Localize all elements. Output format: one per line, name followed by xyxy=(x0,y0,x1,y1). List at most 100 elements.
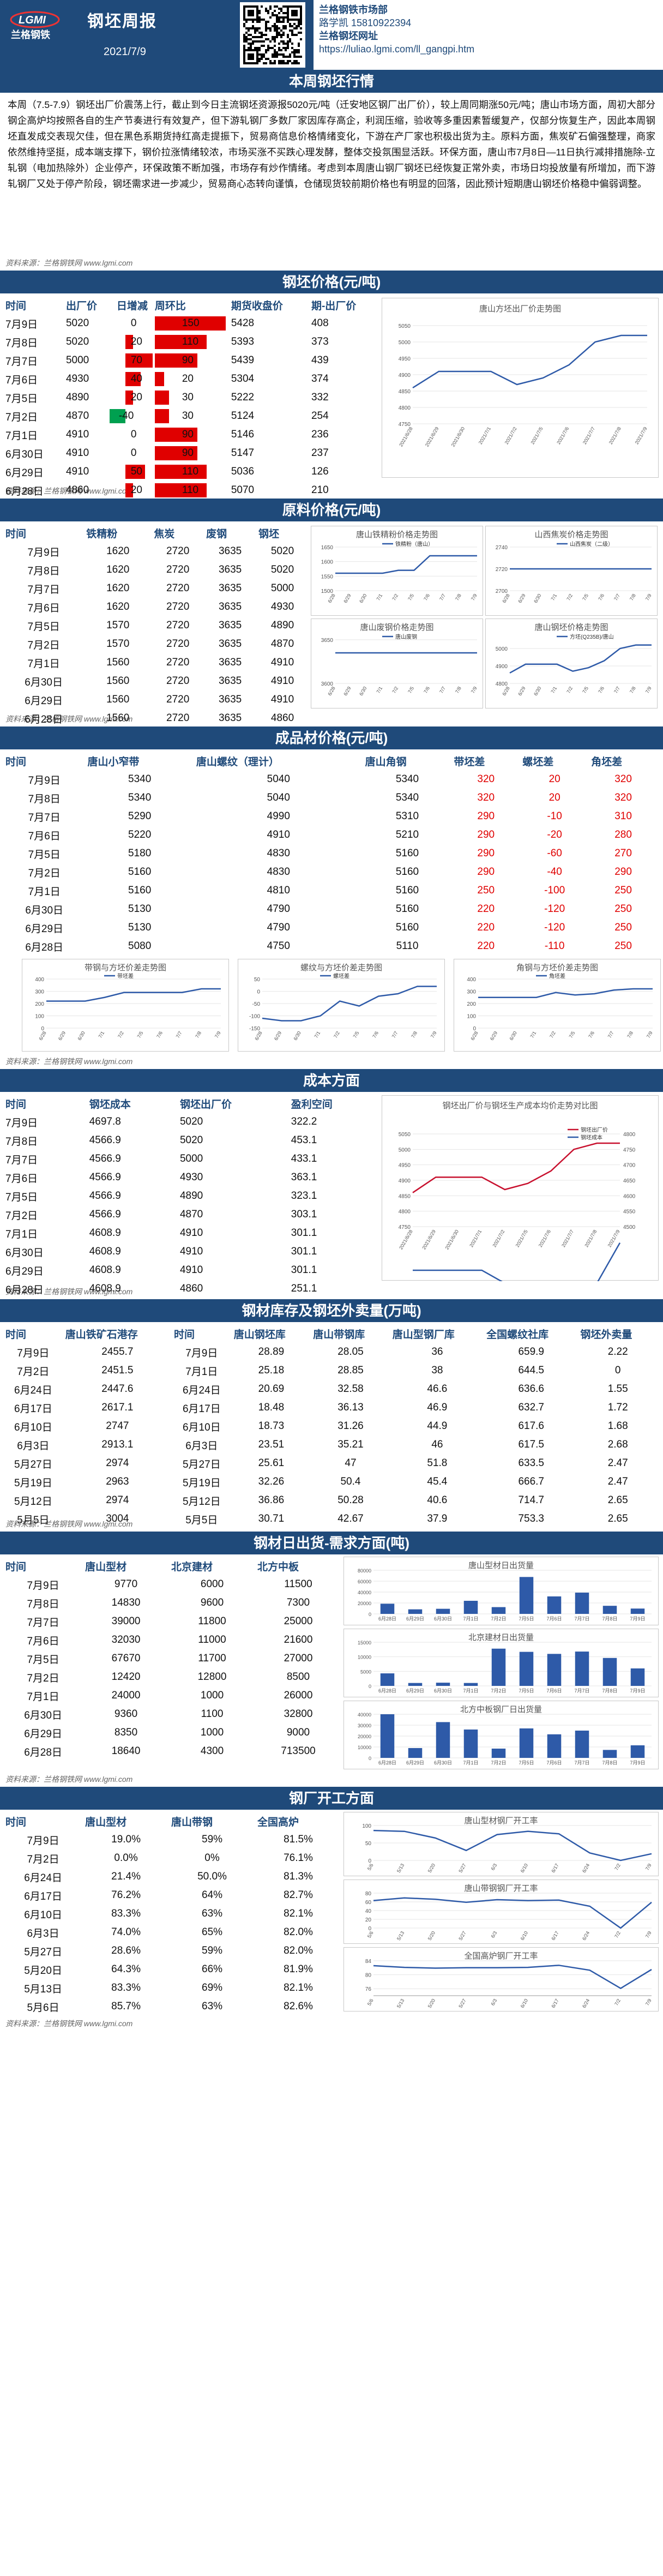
value-cell: 82.1% xyxy=(284,1908,313,1919)
value-cell: 5304 xyxy=(231,373,255,385)
raw-section: 时间 铁精粉 焦炭 废钢 钢坯 7月9日 1620 2720 3635 5020 7月8日 1620… xyxy=(0,521,663,725)
chart-title: 北京建材日出货量 xyxy=(468,1633,534,1642)
legend-label: 带坯差 xyxy=(117,972,134,980)
value-cell: 11700 xyxy=(198,1653,226,1664)
x-tick-label: 7/7 xyxy=(391,1030,399,1039)
value-cell: 1620 xyxy=(106,564,130,575)
value-cell: 301.1 xyxy=(291,1264,317,1276)
value-cell: 4890 xyxy=(65,392,89,403)
date-cell: 5月19日 xyxy=(14,1477,52,1489)
logo-subtext: 兰格钢铁 xyxy=(11,29,50,40)
value-cell: 5340 xyxy=(128,773,152,785)
value-cell: 237 xyxy=(311,447,329,459)
table-row: 7月6日 5220 4910 5210 290 -20 280 xyxy=(3,826,658,844)
date-cell: 7月1日 xyxy=(5,1228,38,1240)
x-tick-label: 6月29日 xyxy=(406,1688,424,1694)
table-row: 7月9日 1620 2720 3635 5020 xyxy=(3,542,309,561)
date-cell: 7月9日 xyxy=(28,774,61,786)
value-cell: 4990 xyxy=(267,810,290,822)
value-cell: 2617.1 xyxy=(101,1402,134,1413)
value-cell: 632.7 xyxy=(518,1402,544,1413)
ship-col-header: 北方中板 xyxy=(257,1561,299,1573)
bar xyxy=(436,1683,450,1686)
source-note: 资料来源：兰格钢铁网 www.lgmi.com xyxy=(5,1057,133,1066)
y-tick-label: -150 xyxy=(249,1026,260,1032)
stock-col-header: 时间 xyxy=(173,1329,195,1341)
value-cell: 4860 xyxy=(65,484,89,496)
date-cell: 7月2日 xyxy=(28,867,61,879)
site-url[interactable]: https://luliao.lgmi.com/ll_gangpi.htm xyxy=(319,44,475,55)
raw-col-header: 时间 xyxy=(5,528,27,540)
x-tick-label: 5/13 xyxy=(396,1863,405,1874)
value-cell: 5222 xyxy=(231,392,255,403)
x-tick-label: 7/1 xyxy=(550,686,558,694)
y-tick-label: 1650 xyxy=(321,545,334,551)
chart-title: 唐山带钢钢厂开工率 xyxy=(464,1884,538,1893)
chart-title: 带钢与方坯价差走势图 xyxy=(84,963,166,972)
value-cell: 2.47 xyxy=(607,1476,628,1487)
value-cell: 32800 xyxy=(284,1708,313,1720)
chart-title: 唐山铁精粉价格走势图 xyxy=(355,530,438,539)
x-tick-label: 5/6 xyxy=(366,1930,375,1939)
kaigong-table: 时间 唐山型材 唐山带钢 全国高炉 7月9日 19.0% 59% 81.5% 7月2日 0.0%… xyxy=(3,1812,341,2016)
y-tick-label: 3650 xyxy=(321,638,334,644)
x-tick-label: 6/10 xyxy=(520,1998,529,2009)
value-cell: 46.6 xyxy=(427,1383,448,1395)
date-cell: 7月6日 xyxy=(27,602,60,614)
value-cell: 3635 xyxy=(218,620,242,631)
value-cell: -120 xyxy=(544,903,565,915)
chart-title: 角钢与方坯价差走势图 xyxy=(516,963,598,972)
operating-rate-chart: 唐山型材钢厂开工率 0 50 100 5/6 5/13 5/20 5/27 6/3 6/10 6/1… xyxy=(343,1812,659,1876)
finished-col-header: 唐山小窄带 xyxy=(87,756,140,768)
value-cell: 2720 xyxy=(166,583,190,594)
x-tick-label: 7/2 xyxy=(333,1030,341,1039)
series-line xyxy=(373,1897,652,1929)
x-tick-label: 6/30 xyxy=(508,1030,517,1041)
y-tick-label: 60 xyxy=(365,1900,372,1906)
value-cell: 713500 xyxy=(281,1745,316,1757)
y2-tick-label: 4500 xyxy=(623,1224,636,1230)
value-cell: 220 xyxy=(477,940,495,952)
billet-section-title: 钢坯价格(元/吨) xyxy=(0,271,663,293)
bar xyxy=(491,1648,506,1686)
value-cell: 320 xyxy=(614,773,632,785)
value-cell: 250 xyxy=(614,922,632,933)
bar xyxy=(408,1683,423,1686)
date-cell: 6月30日 xyxy=(5,1247,44,1259)
value-cell: 280 xyxy=(614,829,632,840)
finished-section: 时间 唐山小窄带 唐山螺纹（理计） 唐山角钢 带坯差 螺坯差 角坯差 7月9日 5340 504… xyxy=(0,749,663,1055)
date-cell: 6月24日 xyxy=(24,1872,62,1884)
value-cell: 1.68 xyxy=(607,1420,628,1432)
x-tick-label: 7/9 xyxy=(644,1863,653,1871)
date-cell: 7月9日 xyxy=(5,319,38,331)
value-cell: 64% xyxy=(202,1889,223,1901)
bar-fill xyxy=(154,335,207,349)
x-tick-label: 6/3 xyxy=(490,1998,498,2007)
value-cell: 5130 xyxy=(128,922,152,933)
value-cell: 5000 xyxy=(179,1153,203,1164)
cost-col-header: 时间 xyxy=(5,1098,27,1110)
bar-fill xyxy=(154,391,169,405)
value-cell: 31.26 xyxy=(337,1420,364,1432)
date-cell: 5月12日 xyxy=(14,1496,52,1508)
value-cell: 714.7 xyxy=(518,1494,544,1506)
contact-title: 兰格钢铁市场部 xyxy=(319,4,388,15)
raw-table: 时间 铁精粉 焦炭 废钢 钢坯 7月9日 1620 2720 3635 5020 7月8日 1620… xyxy=(3,524,309,728)
value-cell: 1.55 xyxy=(607,1383,628,1395)
y-tick-label: 4900 xyxy=(399,1178,411,1184)
value-cell: 46.9 xyxy=(427,1402,448,1413)
date-cell: 7月2日 xyxy=(27,1672,59,1684)
spread-chart: 角钢与方坯价差走势图 0 100 200 300 400 6/28 6/29 6/30 7/1 7/… xyxy=(454,959,661,1052)
date-cell: 7月2日 xyxy=(5,1210,38,1222)
y-tick-label: 10000 xyxy=(358,1745,371,1750)
value-cell: 3635 xyxy=(218,675,242,687)
value-cell: 2747 xyxy=(106,1420,129,1432)
source-note: 资料来源：兰格钢铁网 www.lgmi.com xyxy=(5,2019,133,2028)
table-row: 7月2日 4870 -40 30 5124 254 xyxy=(3,407,379,425)
x-tick-label: 7/7 xyxy=(175,1030,183,1039)
y-tick-label: 3600 xyxy=(321,681,334,687)
x-tick-label: 6/30 xyxy=(533,593,542,604)
date-cell: 7月8日 xyxy=(5,1136,38,1148)
bar xyxy=(630,1668,645,1686)
value-cell: 20 xyxy=(549,792,560,803)
